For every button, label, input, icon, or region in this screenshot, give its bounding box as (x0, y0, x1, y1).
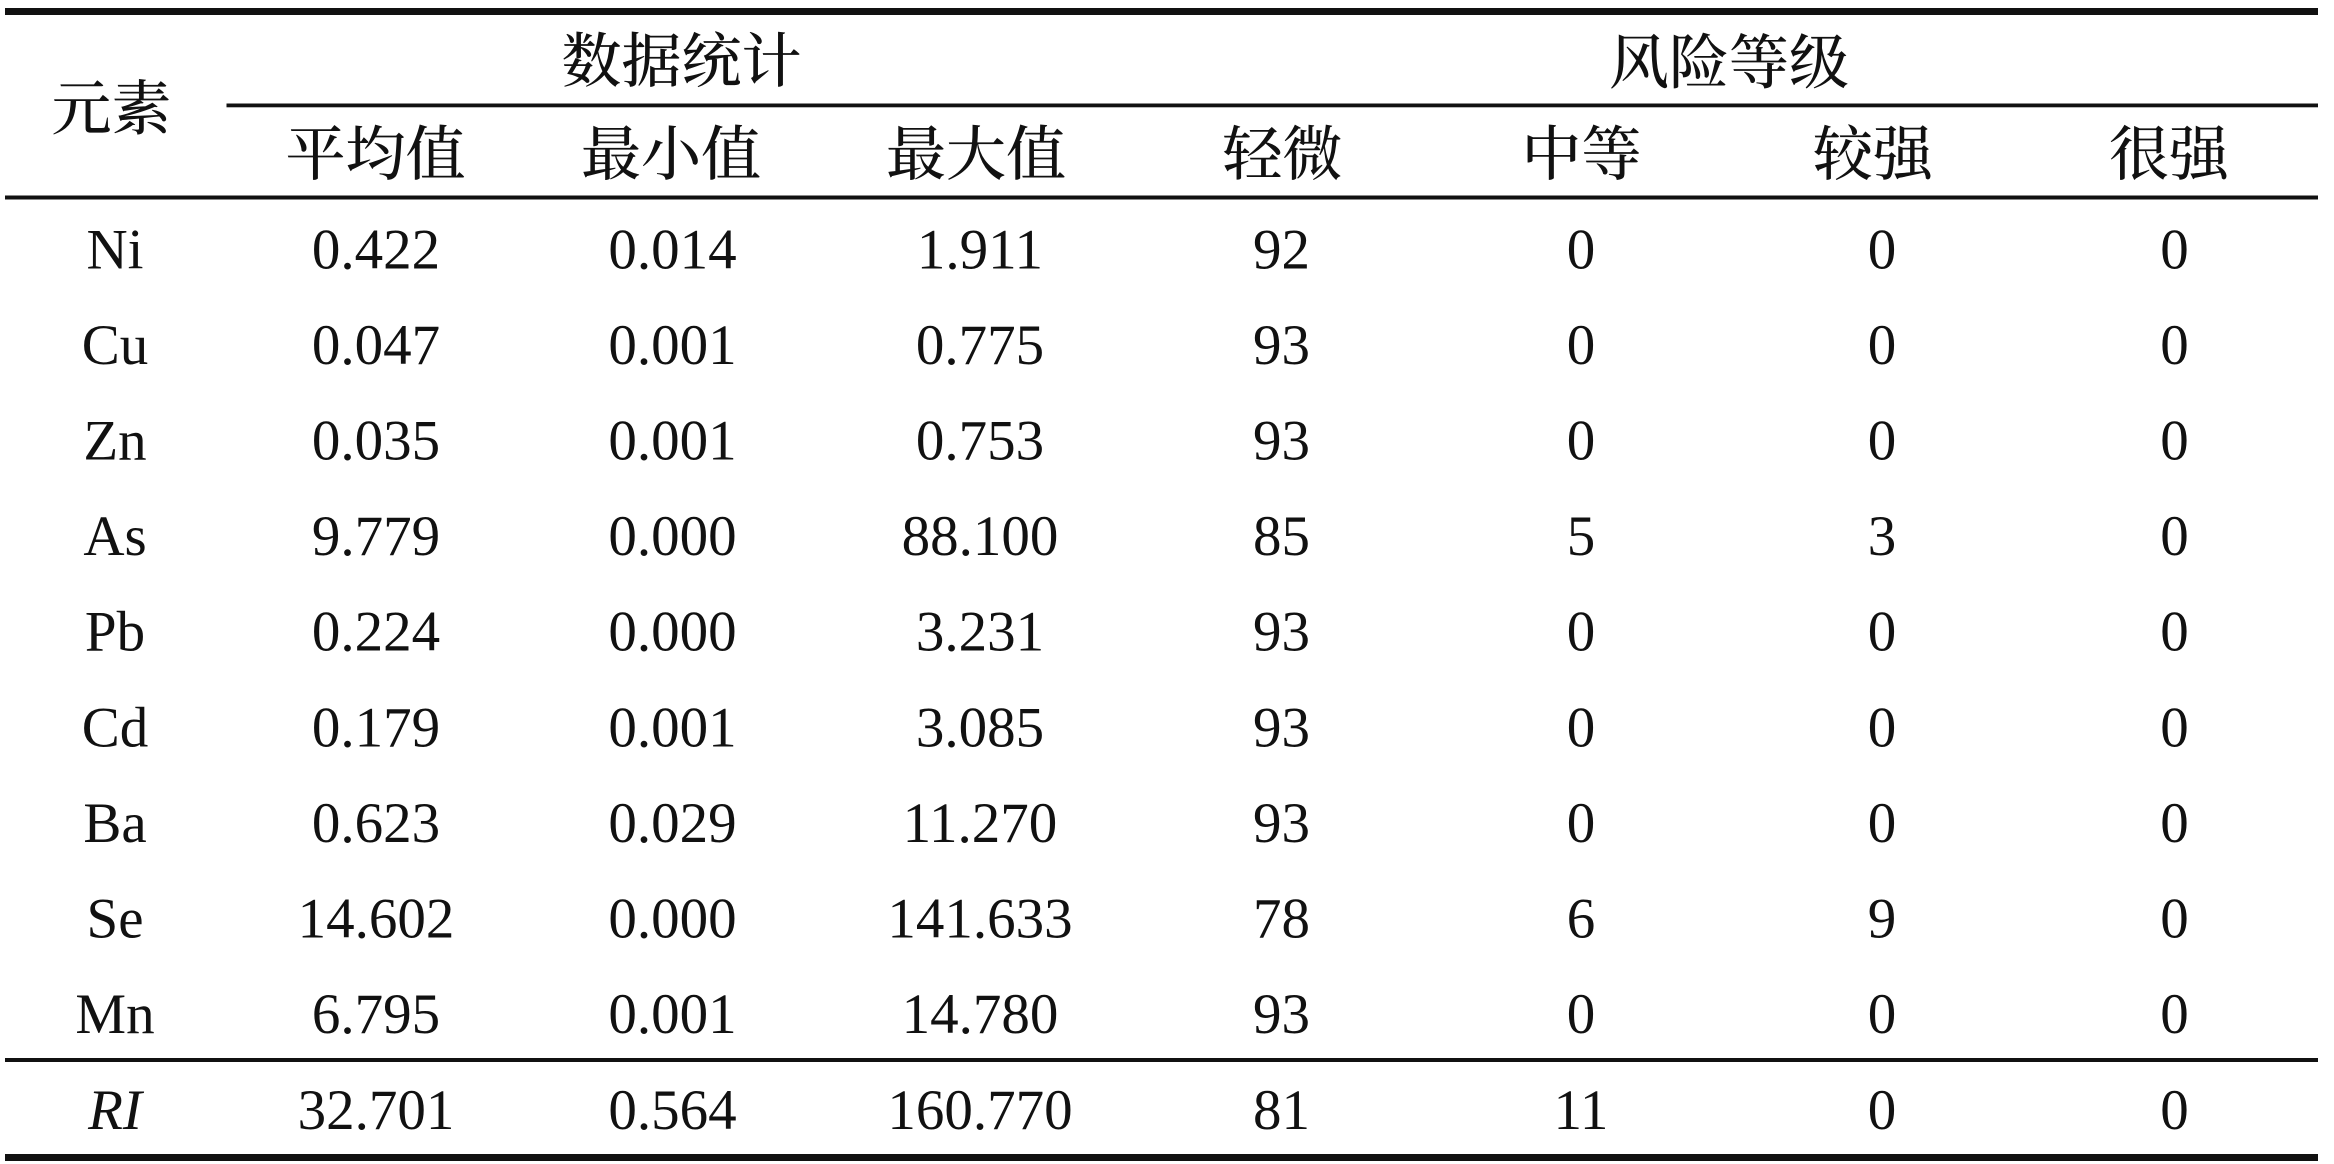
svg-text:0.001: 0.001 (608, 983, 736, 1046)
svg-text:0: 0 (2160, 792, 2189, 855)
svg-text:RI: RI (87, 1079, 145, 1142)
svg-text:93: 93 (1253, 696, 1310, 759)
svg-text:160.770: 160.770 (887, 1079, 1072, 1142)
svg-text:0.422: 0.422 (312, 218, 440, 281)
svg-text:0.000: 0.000 (608, 505, 736, 568)
svg-text:6: 6 (1567, 888, 1596, 951)
svg-text:6.795: 6.795 (312, 983, 440, 1046)
svg-text:0.035: 0.035 (312, 410, 440, 473)
svg-text:0: 0 (1567, 601, 1596, 664)
svg-text:0: 0 (2160, 983, 2189, 1046)
svg-text:0.179: 0.179 (312, 696, 440, 759)
svg-text:0: 0 (2160, 218, 2189, 281)
svg-text:81: 81 (1253, 1079, 1310, 1142)
svg-text:0: 0 (1868, 218, 1897, 281)
svg-text:0: 0 (1567, 410, 1596, 473)
svg-text:0: 0 (1868, 696, 1897, 759)
svg-text:0: 0 (1868, 410, 1897, 473)
svg-text:9.779: 9.779 (312, 505, 440, 568)
svg-text:0.775: 0.775 (916, 314, 1044, 377)
svg-text:0: 0 (1868, 314, 1897, 377)
svg-text:11: 11 (1554, 1079, 1609, 1142)
svg-text:0: 0 (2160, 410, 2189, 473)
svg-text:9: 9 (1868, 888, 1897, 951)
svg-text:32.701: 32.701 (298, 1079, 455, 1142)
svg-text:0: 0 (2160, 601, 2189, 664)
svg-text:0: 0 (1567, 218, 1596, 281)
svg-text:Ni: Ni (87, 218, 144, 281)
svg-text:14.602: 14.602 (298, 888, 455, 951)
svg-text:0: 0 (1868, 983, 1897, 1046)
svg-text:0.000: 0.000 (608, 601, 736, 664)
svg-text:0: 0 (2160, 1079, 2189, 1142)
svg-text:0: 0 (2160, 505, 2189, 568)
svg-text:0: 0 (1868, 1079, 1897, 1142)
svg-text:Mn: Mn (75, 983, 154, 1046)
svg-text:0.001: 0.001 (608, 410, 736, 473)
svg-text:0.014: 0.014 (608, 218, 736, 281)
svg-text:Se: Se (87, 888, 144, 951)
svg-text:3.085: 3.085 (916, 696, 1044, 759)
svg-text:0.029: 0.029 (608, 792, 736, 855)
svg-text:Zn: Zn (83, 410, 146, 473)
svg-text:0.001: 0.001 (608, 314, 736, 377)
svg-text:3.231: 3.231 (916, 601, 1044, 664)
svg-text:0: 0 (1567, 792, 1596, 855)
svg-text:93: 93 (1253, 792, 1310, 855)
svg-text:0.224: 0.224 (312, 601, 440, 664)
svg-text:0.000: 0.000 (608, 888, 736, 951)
svg-text:0.047: 0.047 (312, 314, 440, 377)
svg-text:85: 85 (1253, 505, 1310, 568)
svg-text:0: 0 (2160, 314, 2189, 377)
svg-text:141.633: 141.633 (887, 888, 1072, 951)
svg-text:11.270: 11.270 (903, 792, 1058, 855)
svg-text:0.623: 0.623 (312, 792, 440, 855)
svg-text:78: 78 (1253, 888, 1310, 951)
svg-text:93: 93 (1253, 983, 1310, 1046)
svg-text:14.780: 14.780 (902, 983, 1059, 1046)
svg-text:93: 93 (1253, 601, 1310, 664)
svg-text:0.753: 0.753 (916, 410, 1044, 473)
svg-text:0.564: 0.564 (608, 1079, 736, 1142)
svg-text:Cd: Cd (82, 696, 149, 759)
svg-text:0.001: 0.001 (608, 696, 736, 759)
svg-text:0: 0 (2160, 888, 2189, 951)
svg-text:0: 0 (1567, 314, 1596, 377)
svg-text:0: 0 (1868, 792, 1897, 855)
svg-text:93: 93 (1253, 314, 1310, 377)
svg-text:0: 0 (1567, 983, 1596, 1046)
svg-text:Pb: Pb (85, 601, 145, 664)
svg-text:1.911: 1.911 (917, 218, 1043, 281)
svg-text:0: 0 (2160, 696, 2189, 759)
svg-text:93: 93 (1253, 410, 1310, 473)
svg-text:92: 92 (1253, 218, 1310, 281)
svg-text:88.100: 88.100 (902, 505, 1059, 568)
svg-text:Cu: Cu (82, 314, 149, 377)
svg-text:Ba: Ba (83, 792, 146, 855)
svg-text:5: 5 (1567, 505, 1596, 568)
svg-text:3: 3 (1868, 505, 1897, 568)
svg-text:0: 0 (1868, 601, 1897, 664)
svg-text:0: 0 (1567, 696, 1596, 759)
svg-text:As: As (83, 505, 146, 568)
